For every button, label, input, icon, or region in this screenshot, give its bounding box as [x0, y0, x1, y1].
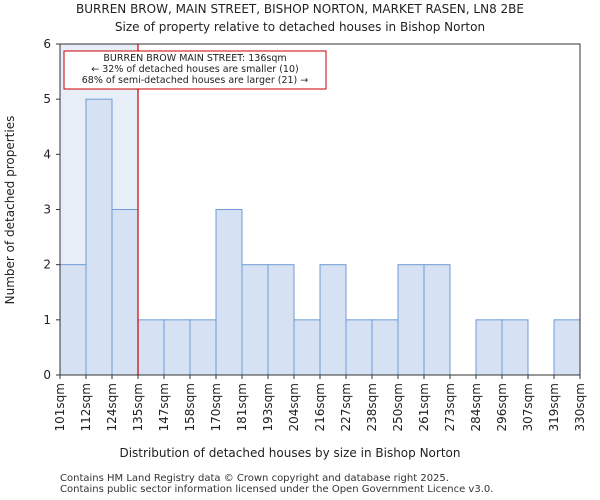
x-tick-label: 250sqm: [391, 383, 405, 431]
x-tick-label: 261sqm: [417, 383, 431, 431]
bar-319sqm: [553, 319, 581, 376]
x-tick-label: 135sqm: [131, 383, 145, 431]
bar-296sqm: [501, 319, 529, 376]
y-tick-label: 1: [43, 313, 51, 327]
x-tick-label: 216sqm: [313, 383, 327, 431]
annotation-line-2: ← 32% of detached houses are smaller (10…: [91, 64, 298, 75]
x-tick-label: 296sqm: [495, 383, 509, 431]
annotation-line-3: 68% of semi-detached houses are larger (…: [82, 75, 309, 86]
x-tick-label: 227sqm: [339, 383, 353, 431]
x-tick-label: 124sqm: [105, 383, 119, 431]
x-tick-label: 193sqm: [261, 383, 275, 431]
y-tick-label: 6: [43, 37, 51, 51]
y-tick-label: 0: [43, 368, 51, 382]
bar-124sqm: [111, 209, 139, 376]
bar-250sqm: [397, 264, 425, 376]
footer-line-1: Contains HM Land Registry data © Crown c…: [60, 473, 449, 484]
x-tick-label: 307sqm: [521, 383, 535, 431]
x-tick-label: 330sqm: [573, 383, 587, 431]
x-tick-label: 181sqm: [235, 383, 249, 431]
bar-261sqm: [423, 264, 451, 376]
plot-frame: [59, 43, 581, 376]
bar-135sqm: [137, 319, 165, 376]
bar-170sqm: [215, 209, 243, 376]
bar-216sqm: [319, 264, 347, 376]
bar-101sqm: [59, 264, 87, 376]
y-tick-label: 5: [43, 92, 51, 106]
x-tick-label: 319sqm: [547, 383, 561, 431]
y-axis-label: Number of detached properties: [3, 116, 17, 305]
x-tick-label: 204sqm: [287, 383, 301, 431]
bar-238sqm: [371, 319, 399, 376]
bar-181sqm: [241, 264, 269, 376]
x-tick-label: 273sqm: [443, 383, 457, 431]
chart-subtitle: Size of property relative to detached ho…: [115, 20, 485, 34]
footer-line-2: Contains public sector information licen…: [60, 484, 494, 495]
bar-284sqm: [475, 319, 503, 376]
x-tick-label: 170sqm: [209, 383, 223, 431]
annotation-box: BURREN BROW MAIN STREET: 136sqm ← 32% of…: [63, 50, 327, 90]
y-tick-label: 3: [43, 203, 51, 217]
x-tick-label: 238sqm: [365, 383, 379, 431]
bar-227sqm: [345, 319, 373, 376]
x-tick-label: 147sqm: [157, 383, 171, 431]
chart-title: BURREN BROW, MAIN STREET, BISHOP NORTON,…: [76, 2, 524, 16]
annotation-line-1: BURREN BROW MAIN STREET: 136sqm: [103, 53, 286, 64]
x-tick-label: 112sqm: [79, 383, 93, 431]
bar-158sqm: [189, 319, 217, 376]
x-axis-label: Distribution of detached houses by size …: [119, 446, 460, 460]
bar-147sqm: [163, 319, 191, 376]
bar-193sqm: [267, 264, 295, 376]
x-tick-label: 284sqm: [469, 383, 483, 431]
x-tick-label: 158sqm: [183, 383, 197, 431]
y-tick-label: 2: [43, 258, 51, 272]
plot-area: 0 1 2 3 4 5 6 101sqm 112sqm 124sqm 135sqm 147sqm 158…: [43, 37, 587, 431]
y-tick-label: 4: [43, 147, 51, 161]
bar-112sqm: [85, 98, 113, 376]
bar-204sqm: [293, 319, 321, 376]
x-tick-label: 101sqm: [53, 383, 67, 431]
